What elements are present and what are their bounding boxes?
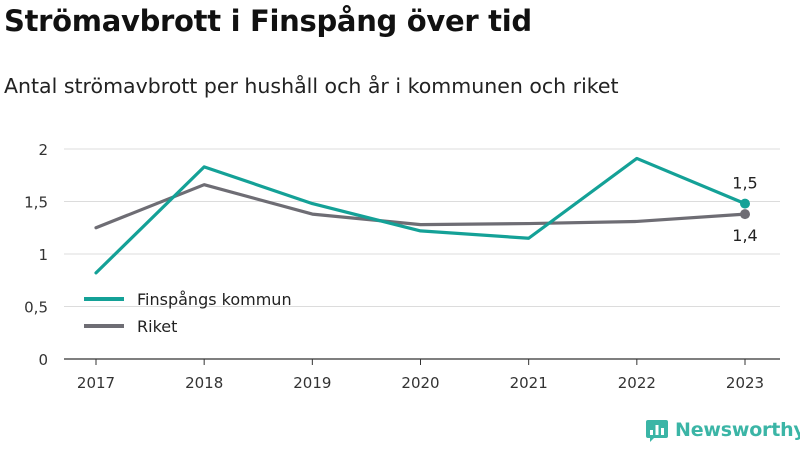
series-end-point-finspang [740, 198, 750, 209]
data-label: 1,4 [732, 226, 757, 245]
x-tick-label: 2023 [726, 374, 764, 392]
y-tick-label: 2 [38, 141, 48, 159]
x-tick-label: 2020 [401, 374, 439, 392]
legend-label: Finspångs kommun [137, 290, 292, 309]
legend-label: Riket [137, 317, 177, 336]
chart-subtitle: Antal strömavbrott per hushåll och år i … [4, 74, 619, 98]
brand-name: Newsworthy [675, 419, 800, 441]
series-end-point-riket [740, 209, 750, 220]
x-tick-label: 2018 [185, 374, 223, 392]
newsworthy-logo-icon [646, 420, 668, 442]
x-tick-label: 2017 [77, 374, 115, 392]
data-label: 1,5 [732, 174, 757, 193]
brand-logo: Newsworthy [645, 418, 800, 442]
x-tick-label: 2021 [510, 374, 548, 392]
y-tick-label: 1,5 [24, 194, 48, 212]
chart-title: Strömavbrott i Finspång över tid [4, 4, 532, 38]
series-line-finspang [94, 156, 747, 275]
y-tick-label: 0 [38, 351, 48, 369]
y-tick-label: 1 [38, 246, 48, 264]
x-tick-label: 2022 [618, 374, 656, 392]
x-tick-label: 2019 [293, 374, 331, 392]
series-line-riket [94, 183, 747, 230]
y-tick-label: 0,5 [24, 299, 48, 317]
